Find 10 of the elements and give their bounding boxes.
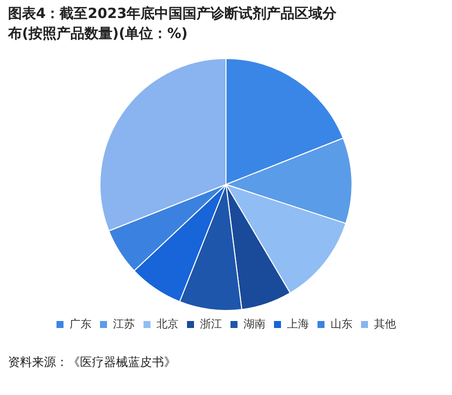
legend-label: 江苏 [113, 317, 135, 330]
legend-label: 湖南 [244, 317, 266, 330]
legend-label: 其他 [374, 317, 396, 330]
chart-title: 图表4：截至2023年底中国国产诊断试剂产品区域分布(按照产品数量)(单位：%) [8, 4, 338, 44]
legend-label: 浙江 [200, 317, 222, 330]
legend-label: 广东 [70, 317, 92, 330]
legend-label: 山东 [330, 317, 352, 330]
legend-label: 北京 [156, 317, 178, 330]
legend-label: 上海 [287, 317, 309, 330]
text: 资料来源：《医疗器械蓝皮书》 [8, 354, 176, 371]
